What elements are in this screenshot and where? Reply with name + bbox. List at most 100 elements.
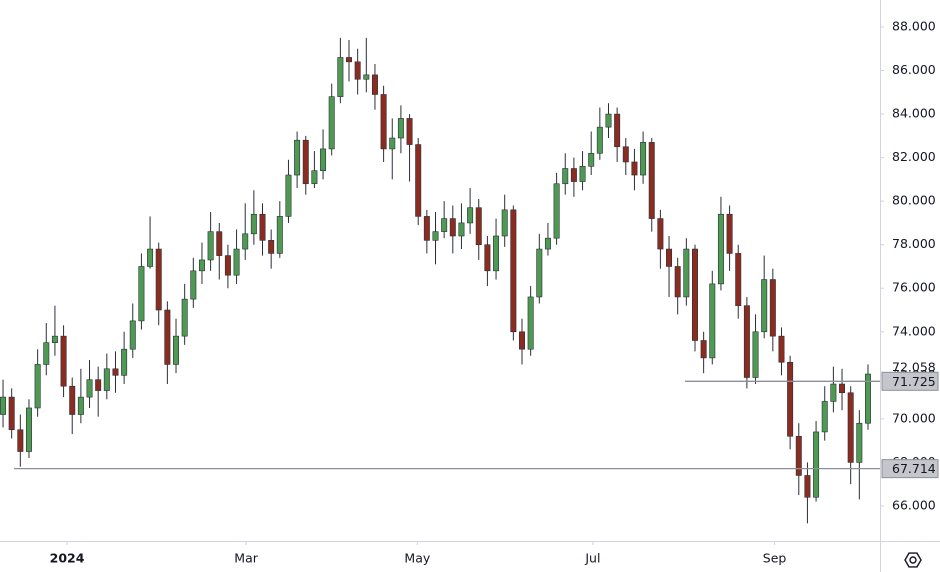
candle-body	[95, 379, 102, 391]
y-tick-label: 88.000	[892, 18, 936, 33]
candle-body	[268, 240, 275, 254]
candle-body	[77, 396, 84, 415]
candle-body	[709, 283, 716, 359]
candle-body	[432, 231, 439, 241]
level-label-box	[881, 371, 939, 391]
candle-body	[363, 74, 370, 80]
candle-body	[346, 57, 352, 63]
candle-body	[164, 309, 171, 365]
candle-body	[60, 335, 67, 387]
candle-body	[657, 218, 664, 250]
candle-body	[69, 385, 76, 415]
candle-body	[570, 168, 577, 182]
candle-body	[666, 248, 673, 267]
candle-body	[562, 168, 569, 185]
y-tick-label: 84.000	[892, 106, 936, 121]
candle-body	[458, 222, 465, 237]
candle-body	[847, 392, 854, 463]
candle-body	[328, 96, 335, 150]
y-tick-label: 74.000	[892, 323, 936, 338]
candle-body	[34, 364, 41, 409]
candle-body	[8, 396, 15, 431]
gear-center	[909, 556, 917, 564]
candle-body	[700, 340, 707, 359]
x-tick-label: Mar	[234, 551, 258, 566]
candle-body	[579, 166, 586, 182]
candle-body	[692, 248, 698, 341]
candle-body	[510, 209, 517, 333]
y-tick-label: 66.000	[892, 497, 936, 512]
candle-body	[674, 266, 681, 298]
candle-body	[813, 431, 820, 498]
settings-icon[interactable]	[904, 552, 922, 568]
candle-body	[242, 233, 249, 250]
candle-body	[596, 126, 603, 154]
candle-body	[536, 248, 543, 298]
candle-body	[112, 368, 119, 376]
candle-body	[475, 207, 482, 246]
candle-body	[588, 152, 595, 167]
candle-body	[423, 216, 430, 241]
candle-body	[198, 259, 205, 272]
candle-body	[743, 305, 750, 378]
candle-body	[544, 237, 551, 250]
candle-body	[173, 335, 179, 365]
level-label: 67.714	[892, 461, 936, 476]
candle-body	[397, 118, 404, 139]
level-label-box	[881, 459, 939, 479]
candle-body	[25, 407, 32, 452]
level-label: 71.725	[892, 374, 936, 389]
candle-body	[294, 139, 301, 176]
candle-body	[129, 320, 136, 350]
candle-body	[337, 57, 344, 97]
x-tick-label: May	[404, 551, 430, 566]
y-tick-label: 78.000	[892, 236, 936, 251]
candle-body	[864, 373, 871, 424]
candle-body	[138, 266, 145, 322]
candle-body	[484, 244, 491, 272]
candle-body	[259, 213, 266, 241]
last-price-label: 72.058	[892, 360, 936, 375]
candle-body	[553, 183, 560, 239]
candle-body	[493, 235, 500, 272]
candle-body	[605, 113, 612, 128]
candle-body	[250, 213, 257, 235]
candle-body	[233, 248, 240, 276]
candle-body	[354, 61, 361, 80]
candle-body	[769, 279, 776, 337]
candle-body	[181, 298, 188, 337]
x-tick-label: Jul	[584, 551, 600, 566]
candle-body	[441, 218, 448, 232]
x-tick-label: 2024	[50, 551, 85, 566]
candle-body	[640, 142, 647, 176]
candle-body	[752, 331, 759, 378]
candle-body	[17, 429, 24, 452]
candle-body	[795, 435, 802, 476]
candle-body	[86, 379, 93, 398]
y-tick-label: 76.000	[892, 280, 936, 295]
candle-body	[0, 396, 7, 415]
candle-body	[320, 148, 327, 171]
candle-body	[276, 216, 283, 254]
candle-body	[415, 144, 422, 217]
candle-body	[467, 207, 474, 224]
candle-body	[371, 74, 378, 95]
y-tick-label: 70.000	[892, 410, 936, 425]
candle-body	[527, 296, 534, 350]
candle-body	[207, 231, 214, 261]
candle-body	[622, 146, 629, 163]
candle-body	[311, 170, 318, 185]
candle-body	[726, 213, 733, 254]
candle-body	[449, 218, 456, 237]
candle-body	[761, 279, 768, 333]
candle-body	[648, 142, 655, 219]
candle-body	[190, 270, 197, 300]
candle-body	[302, 139, 309, 185]
candle-body	[121, 348, 128, 376]
candle-body	[285, 174, 292, 217]
candle-body	[389, 137, 396, 150]
y-tick-label: 86.000	[892, 62, 936, 77]
candle-body	[519, 331, 525, 350]
candle-body	[631, 161, 638, 176]
